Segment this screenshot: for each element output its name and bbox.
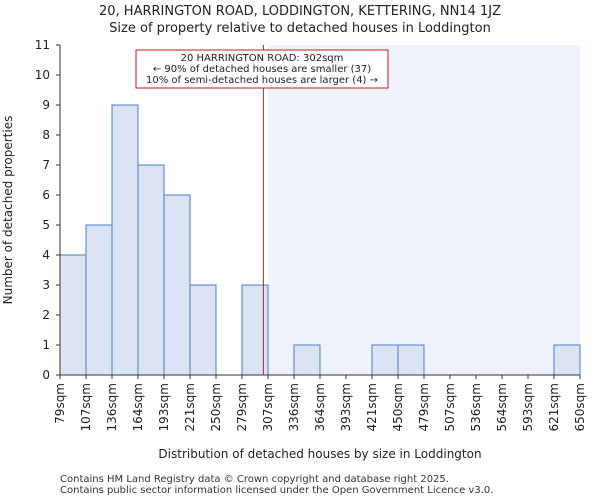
bar (293, 344, 321, 376)
x-tick-label: 650sqm (573, 383, 587, 431)
x-tick-label: 393sqm (339, 383, 353, 431)
x-tick-label: 479sqm (417, 383, 431, 431)
y-tick-label: 0 (42, 368, 50, 382)
y-tick-label: 8 (42, 128, 50, 142)
y-tick-label: 1 (42, 338, 50, 352)
annotation-box (135, 49, 389, 89)
x-tick-label: 364sqm (313, 383, 327, 431)
x-tick-label: 136sqm (105, 383, 119, 431)
annotation-line-1: 20 HARRINGTON ROAD: 302sqm (181, 53, 344, 64)
x-tick-label: 221sqm (183, 383, 197, 431)
x-axis-label: Distribution of detached houses by size … (158, 447, 481, 461)
bar (397, 344, 425, 376)
x-tick-label: 564sqm (495, 383, 509, 431)
x-tick-label: 193sqm (157, 383, 171, 431)
annotation-line-2: ← 90% of detached houses are smaller (37… (153, 64, 371, 75)
annotation-line-3: 10% of semi-detached houses are larger (… (146, 75, 378, 86)
x-tick-label: 250sqm (209, 383, 223, 431)
bar (137, 164, 165, 376)
chart-subtitle: Size of property relative to detached ho… (109, 21, 491, 36)
y-tick-label: 4 (42, 248, 50, 262)
x-tick-label: 107sqm (79, 383, 93, 431)
bar (85, 224, 113, 376)
bar (553, 344, 581, 376)
footer-line-2: Contains public sector information licen… (60, 485, 494, 496)
chart-title: 20, HARRINGTON ROAD, LODDINGTON, KETTERI… (99, 4, 501, 19)
x-tick-label: 164sqm (131, 383, 145, 431)
y-tick-label: 9 (42, 98, 50, 112)
x-tick-label: 279sqm (235, 383, 249, 431)
x-tick-label: 450sqm (391, 383, 405, 431)
x-tick-label: 421sqm (365, 383, 379, 431)
y-tick-label: 5 (42, 218, 50, 232)
y-tick-label: 6 (42, 188, 50, 202)
bar (371, 344, 399, 376)
y-tick-label: 7 (42, 158, 50, 172)
y-tick-label: 3 (42, 278, 50, 292)
bar (59, 254, 87, 376)
x-tick-label: 336sqm (287, 383, 301, 431)
x-tick-label: 536sqm (469, 383, 483, 431)
y-tick-label: 2 (42, 308, 50, 322)
x-tick-label: 307sqm (261, 383, 275, 431)
x-tick-label: 79sqm (53, 383, 67, 424)
y-tick-label: 11 (35, 38, 50, 52)
x-tick-label: 507sqm (443, 383, 457, 431)
bar (163, 194, 191, 376)
y-axis-label: Number of detached properties (1, 116, 15, 305)
bar (241, 284, 269, 376)
y-tick-label: 10 (35, 68, 50, 82)
bar (189, 284, 217, 376)
footer-line-1: Contains HM Land Registry data © Crown c… (60, 474, 449, 485)
bar (111, 104, 139, 376)
highlight-region (268, 45, 580, 375)
x-tick-label: 621sqm (547, 383, 561, 431)
x-tick-label: 593sqm (521, 383, 535, 431)
